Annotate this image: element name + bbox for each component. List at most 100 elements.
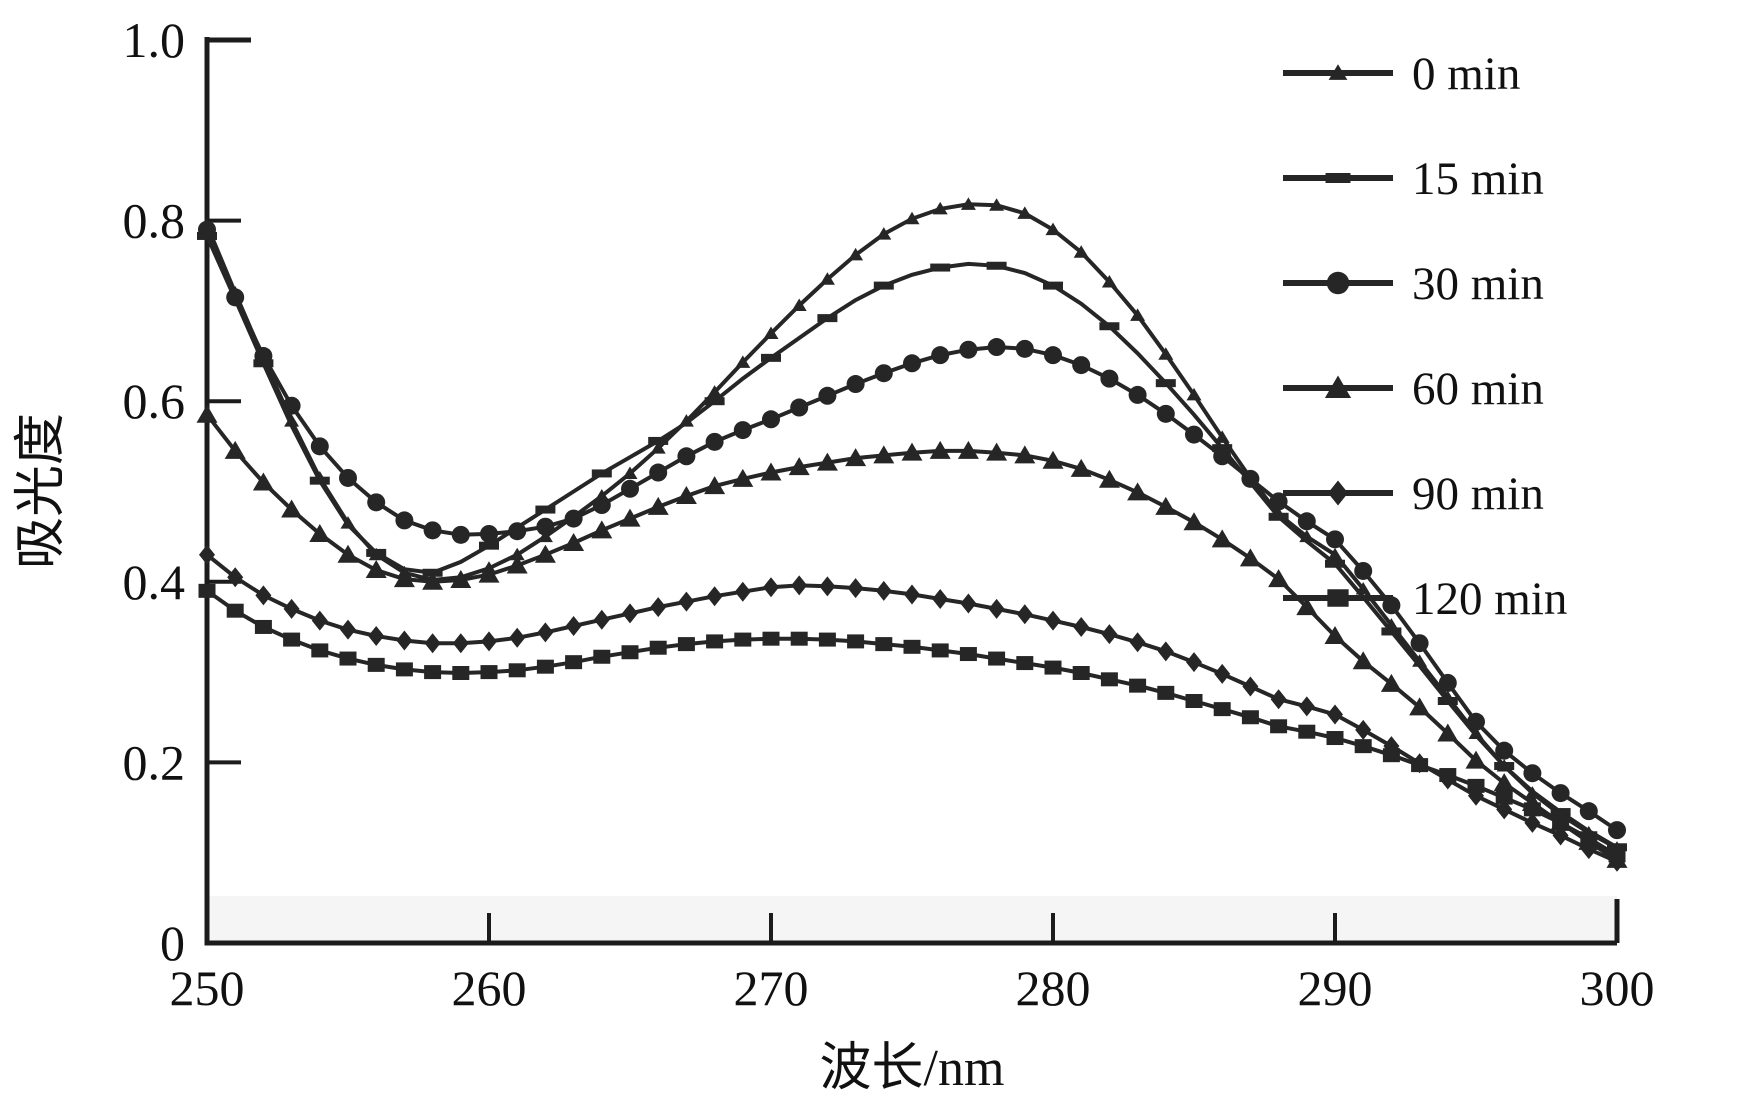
diamond-marker <box>452 633 469 654</box>
diamond-marker <box>1552 825 1569 846</box>
dash-marker <box>1325 559 1345 568</box>
diamond-marker <box>565 616 582 637</box>
diamond-marker <box>932 588 949 609</box>
y-tick-label: 1.0 <box>123 12 186 68</box>
legend-label: 30 min <box>1412 258 1544 310</box>
star-marker <box>1328 64 1348 80</box>
circle-marker <box>198 220 216 239</box>
legend-item-90-min: 90 min <box>1283 468 1544 520</box>
circle-marker <box>339 468 357 487</box>
star-marker <box>284 414 300 427</box>
circle-marker <box>508 522 527 541</box>
diamond-marker <box>1327 704 1343 725</box>
circle-marker <box>1495 741 1514 760</box>
y-axis-title: 吸光度 <box>13 413 70 569</box>
circle-marker <box>1269 492 1288 511</box>
star-marker <box>537 529 553 543</box>
square-marker <box>1044 660 1062 675</box>
x-tick-label: 290 <box>1298 960 1373 1016</box>
dash-marker <box>309 476 330 485</box>
square-marker <box>480 665 498 680</box>
diamond-marker <box>283 598 300 619</box>
series-line <box>205 589 1619 858</box>
triangle-marker <box>506 555 528 574</box>
square-marker <box>818 632 836 647</box>
square-marker <box>593 649 611 664</box>
star-marker <box>876 227 892 240</box>
star-marker <box>1158 347 1174 360</box>
legend-label: 90 min <box>1412 468 1544 520</box>
x-tick-label: 300 <box>1580 960 1655 1016</box>
diamond-marker <box>847 578 864 599</box>
square-marker <box>1157 685 1175 700</box>
triangle-marker <box>1409 697 1431 716</box>
circle-marker <box>1523 764 1542 783</box>
star-marker <box>622 466 638 479</box>
square-marker <box>790 631 808 646</box>
legend-label: 15 min <box>1412 153 1544 205</box>
circle-marker <box>1551 784 1570 803</box>
series-line <box>205 413 1619 862</box>
diamond-marker <box>1328 480 1348 506</box>
circle-marker <box>1326 271 1350 295</box>
diamond-marker <box>763 577 779 598</box>
diamond-marker <box>1157 641 1174 662</box>
dash-marker <box>986 261 1007 270</box>
square-marker <box>254 619 272 634</box>
diamond-marker <box>1101 624 1118 645</box>
circle-marker <box>705 432 724 451</box>
circle-marker <box>1185 425 1203 444</box>
square-marker <box>847 634 865 649</box>
triangle-marker <box>1239 548 1261 567</box>
triangle-marker <box>309 523 331 542</box>
circle-marker <box>451 525 470 544</box>
diamond-marker <box>791 575 808 596</box>
diamond-marker <box>1073 616 1090 637</box>
diamond-marker <box>1214 663 1231 684</box>
series-line <box>205 228 1619 832</box>
circle-marker <box>282 396 301 415</box>
triangle-marker <box>252 472 274 491</box>
circle-marker <box>1015 339 1034 358</box>
diamond-marker <box>1016 604 1033 625</box>
diamond-marker <box>819 576 836 597</box>
circle-marker <box>1467 712 1485 731</box>
diamond-marker <box>960 593 977 614</box>
series-90-min <box>199 544 1625 872</box>
baseline-scan-band <box>207 896 1617 941</box>
triangle-marker <box>901 442 923 461</box>
square-marker <box>875 637 893 652</box>
dash-marker <box>366 548 387 557</box>
star-marker <box>763 326 779 339</box>
square-marker <box>734 632 752 647</box>
diamond-marker <box>988 598 1005 619</box>
dash-marker <box>1607 843 1627 852</box>
star-marker <box>1073 245 1089 258</box>
circle-marker <box>1156 404 1175 423</box>
dash-marker <box>930 263 951 272</box>
square-marker <box>1241 710 1259 725</box>
triangle-marker <box>704 476 726 495</box>
legend-item-30-min: 30 min <box>1283 258 1544 310</box>
dash-marker <box>873 281 894 290</box>
triangle-marker <box>563 532 585 551</box>
square-marker <box>1100 672 1118 687</box>
circle-marker <box>1128 385 1147 404</box>
diamond-marker <box>678 591 695 612</box>
square-marker <box>1382 748 1400 763</box>
triangle-marker <box>365 560 387 579</box>
circle-marker <box>1354 561 1373 580</box>
triangle-marker <box>788 457 810 476</box>
triangle-marker <box>1268 569 1290 588</box>
star-marker <box>848 247 864 261</box>
diamond-marker <box>509 627 526 648</box>
square-marker <box>339 651 357 666</box>
circle-marker <box>1213 447 1232 466</box>
diamond-marker <box>706 586 723 607</box>
triangle-marker <box>1183 512 1205 531</box>
triangle-marker <box>1014 445 1036 464</box>
dash-marker <box>1099 322 1120 331</box>
diamond-marker <box>311 610 328 631</box>
